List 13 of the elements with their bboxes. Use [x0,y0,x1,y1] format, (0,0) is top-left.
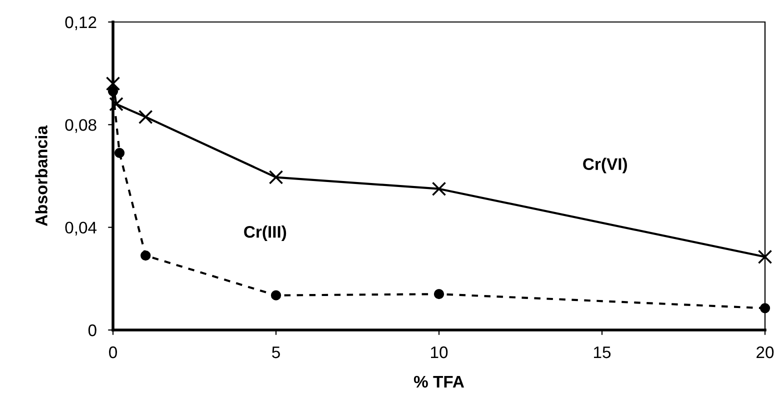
x-tick-label: 20 [756,346,774,358]
y-axis-title: Absorbancia [35,125,48,226]
y-tick-label: 0 [88,324,96,336]
x-tick-label: 0 [109,346,117,358]
y-tick-label: 0,04 [65,222,97,236]
x-tick-label: 10 [431,346,448,358]
y-tick-label: 0,08 [65,119,96,133]
x-tick-label: 15 [594,346,611,358]
x-tick-label: 5 [272,346,280,358]
text: Cr(VI) [583,158,627,174]
y-tick-label: 0,12 [65,16,96,30]
x-axis-title: % TFA [414,376,464,388]
text: Cr(III) [244,226,286,242]
